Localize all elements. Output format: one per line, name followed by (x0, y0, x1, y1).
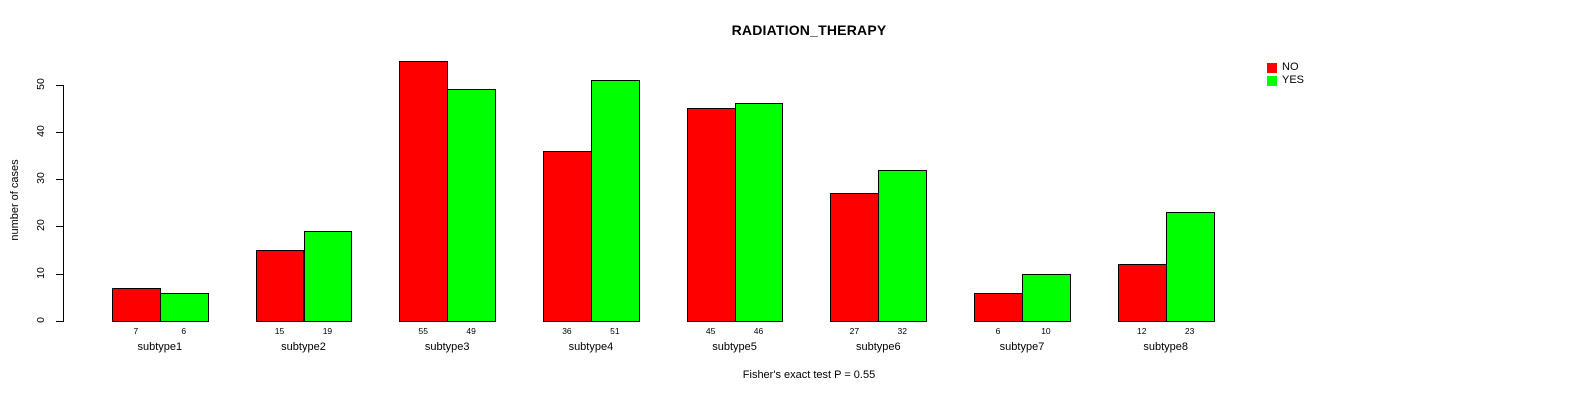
y-axis-line (63, 84, 64, 322)
value-label-yes-subtype1: 6 (181, 326, 187, 336)
legend-item-yes: YES (1267, 74, 1304, 87)
category-label-subtype5: subtype5 (712, 341, 757, 353)
y-axis-tick-label: 20 (35, 219, 47, 232)
bar-yes-subtype8 (1165, 212, 1215, 322)
category-label-subtype7: subtype7 (999, 341, 1045, 353)
value-label-no-subtype4: 36 (562, 326, 572, 336)
value-label-yes-subtype5: 46 (753, 326, 764, 336)
value-label-yes-subtype8: 23 (1184, 326, 1195, 336)
bar-no-subtype7 (974, 292, 1023, 322)
bar-no-subtype3 (399, 60, 449, 322)
chart-title: RADIATION_THERAPY (731, 22, 887, 38)
y-axis-tick (56, 131, 63, 133)
value-label-no-subtype6: 27 (849, 326, 860, 336)
bar-yes-subtype2 (303, 231, 353, 322)
value-label-no-subtype8: 12 (1137, 326, 1147, 336)
y-axis-tick (56, 273, 63, 275)
y-axis-tick (56, 84, 63, 86)
value-label-no-subtype3: 55 (418, 326, 428, 336)
bar-no-subtype5 (686, 108, 736, 322)
value-label-yes-subtype7: 10 (1041, 326, 1051, 336)
legend-label-no: NO (1282, 61, 1299, 73)
value-label-no-subtype7: 6 (995, 326, 1001, 336)
bar-yes-subtype5 (734, 103, 784, 322)
bar-yes-subtype6 (878, 169, 928, 322)
y-axis-tick-label: 30 (35, 172, 47, 184)
legend: NO YES (1267, 61, 1304, 87)
value-label-yes-subtype3: 49 (466, 326, 476, 336)
y-axis-tick-label: 0 (35, 317, 47, 323)
y-axis-label: number of cases (9, 159, 21, 241)
category-label-subtype1: subtype1 (137, 341, 183, 353)
category-label-subtype8: subtype8 (1143, 341, 1189, 353)
bar-yes-subtype7 (1022, 273, 1071, 322)
legend-item-no: NO (1267, 61, 1304, 74)
y-axis-tick-label: 40 (35, 124, 47, 137)
value-label-no-subtype1: 7 (133, 326, 139, 336)
y-axis-tick-label: 50 (35, 77, 47, 90)
category-label-subtype4: subtype4 (568, 341, 614, 353)
bar-yes-subtype3 (447, 89, 497, 322)
bar-no-subtype8 (1117, 264, 1167, 322)
value-label-yes-subtype2: 19 (322, 326, 333, 336)
footnote-fisher-test: Fisher's exact test P = 0.55 (742, 369, 876, 381)
bar-no-subtype4 (543, 150, 592, 322)
category-label-subtype3: subtype3 (424, 341, 470, 353)
bar-no-subtype6 (830, 193, 880, 322)
category-label-subtype6: subtype6 (855, 341, 901, 353)
bar-no-subtype1 (111, 287, 161, 322)
bar-yes-subtype1 (159, 292, 209, 322)
y-axis-tick (56, 226, 63, 228)
bar-no-subtype2 (255, 250, 305, 322)
value-label-yes-subtype4: 51 (610, 326, 620, 336)
y-axis-tick-label: 10 (35, 266, 47, 279)
legend-label-yes: YES (1282, 74, 1305, 86)
y-axis-tick (56, 321, 63, 322)
bar-yes-subtype4 (590, 79, 640, 322)
value-label-no-subtype5: 45 (705, 326, 716, 336)
value-label-no-subtype2: 15 (274, 326, 285, 336)
y-axis-tick (56, 179, 63, 181)
value-label-yes-subtype6: 32 (897, 326, 907, 336)
category-label-subtype2: subtype2 (281, 341, 326, 353)
legend-swatch-no (1267, 62, 1277, 73)
legend-swatch-yes (1267, 75, 1277, 86)
